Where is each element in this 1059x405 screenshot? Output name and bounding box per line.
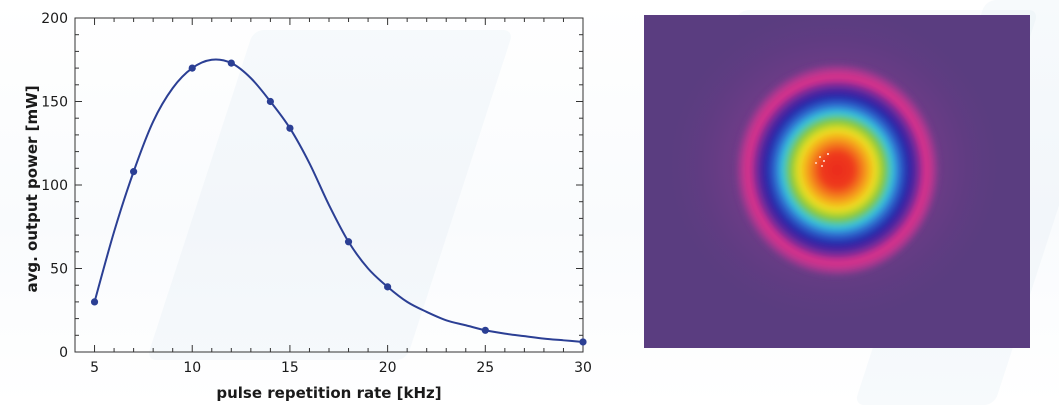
x-tick-label: 10 (183, 360, 201, 376)
beam-hotspot-noise (815, 153, 829, 167)
data-point (266, 97, 274, 106)
data-point (579, 338, 587, 346)
y-tick-label: 50 (50, 262, 68, 278)
x-tick-label: 30 (574, 360, 592, 376)
beam-profile-svg (644, 15, 1030, 348)
power-vs-rate-chart: 5 10 15 20 25 30 0 50 100 150 200 pulse repetition … (23, 11, 592, 402)
x-tick-label: 25 (476, 360, 494, 376)
beam-spot (734, 62, 941, 278)
fit-curve-line (93, 58, 584, 343)
data-point (188, 64, 196, 72)
data-point (227, 59, 235, 67)
beam-profile-image (644, 15, 1030, 348)
y-tick-label: 100 (41, 178, 68, 194)
x-axis-title: pulse repetition rate [kHz] (216, 384, 441, 402)
data-point (384, 283, 392, 291)
x-tick-label: 5 (90, 360, 99, 376)
data-point (90, 298, 99, 306)
data-point (130, 168, 138, 176)
x-tick-label: 15 (281, 360, 299, 376)
data-point (481, 326, 489, 334)
y-axis-title: avg. output power [mW] (23, 85, 41, 292)
plot-frame (74, 17, 584, 353)
data-point (344, 238, 353, 246)
y-tick-label: 0 (59, 345, 68, 361)
y-tick-label: 150 (41, 95, 68, 111)
y-tick-label: 200 (41, 11, 68, 27)
data-point (286, 124, 294, 132)
x-tick-label: 20 (379, 360, 397, 376)
